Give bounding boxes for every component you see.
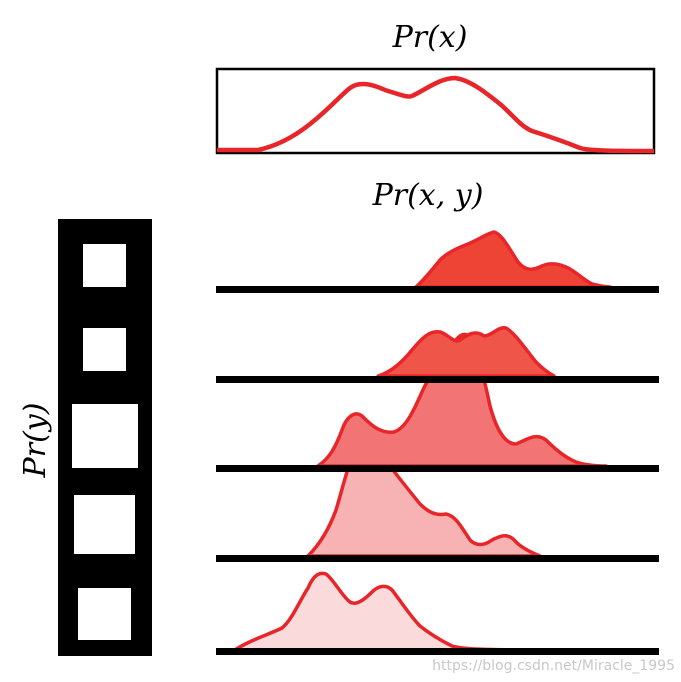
baseline-row-3 bbox=[216, 465, 659, 472]
joint-curve-row-1 bbox=[414, 230, 612, 289]
pr-x-box bbox=[215, 67, 656, 155]
film-window-4 bbox=[74, 495, 135, 554]
joint-curve-row-2 bbox=[376, 326, 556, 378]
baseline-row-4 bbox=[216, 555, 659, 562]
pr-y-film-strip bbox=[58, 219, 152, 656]
film-window-2 bbox=[83, 328, 126, 371]
film-window-1 bbox=[83, 244, 126, 287]
watermark-text: https://blog.csdn.net/Miracle_1995 bbox=[432, 658, 675, 674]
pr-y-label: Pr(y) bbox=[18, 403, 53, 479]
film-window-3 bbox=[72, 404, 138, 468]
pr-x-title: Pr(x) bbox=[392, 20, 468, 55]
baseline-row-1 bbox=[216, 286, 659, 293]
joint-curve-row-5 bbox=[233, 571, 562, 652]
film-window-5 bbox=[78, 588, 131, 640]
baseline-row-5 bbox=[216, 648, 659, 655]
joint-curve-row-3 bbox=[316, 332, 608, 468]
pr-xy-title: Pr(x, y) bbox=[372, 178, 484, 213]
baseline-row-2 bbox=[216, 376, 659, 383]
pr-x-curve bbox=[217, 75, 655, 154]
